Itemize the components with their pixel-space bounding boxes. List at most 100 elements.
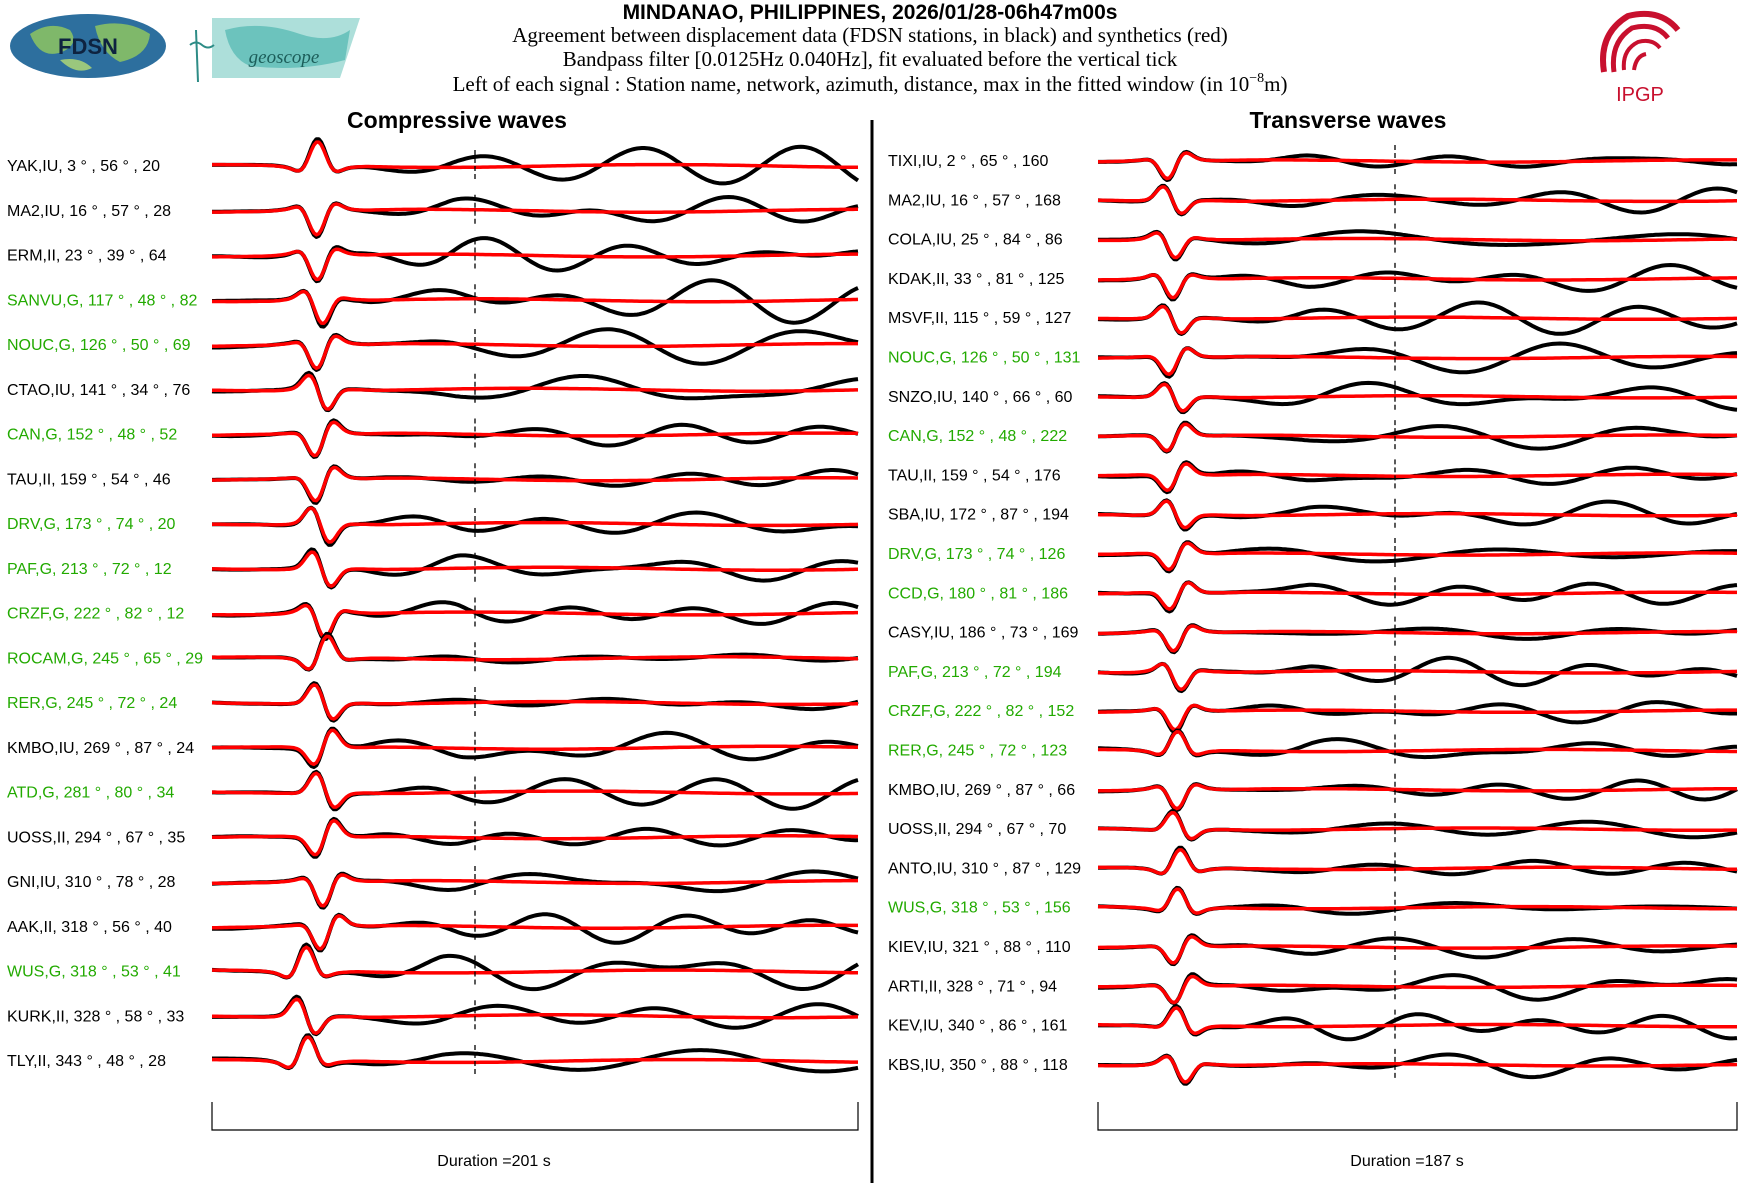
synthetic-trace (1098, 783, 1737, 811)
trace-row-crzf: CRZF,G, 222 ° , 82 ° , 12 (7, 597, 859, 641)
synthetic-trace (1097, 935, 1737, 965)
data-trace (212, 631, 859, 672)
synthetic-trace (1098, 887, 1737, 915)
compressive-duration-label: Duration =201 s (437, 1153, 550, 1170)
fdsn-logo-text: FDSN (58, 34, 118, 59)
synthetic-trace (1098, 346, 1737, 377)
data-trace (212, 236, 859, 284)
trace-row-nouc: NOUC,G, 126 ° , 50 ° , 69 (7, 327, 859, 372)
trace-row-wus: WUS,G, 318 ° , 53 ° , 41 (7, 942, 860, 992)
trace-row-yak: YAK,IU, 3 ° , 56 ° , 20 (7, 137, 860, 186)
station-label: SANVU,G, 117 ° , 48 ° , 82 (7, 292, 197, 309)
trace-row-cola: COLA,IU, 25 ° , 84 ° , 86 (888, 223, 1738, 262)
line3-tail: m) (1264, 72, 1287, 96)
synthetic-trace (1097, 541, 1737, 572)
data-trace (212, 464, 859, 505)
synthetic-trace (1098, 974, 1737, 1005)
station-label: TLY,II, 343 ° , 48 ° , 28 (7, 1053, 166, 1070)
line3-main: Left of each signal : Station name, netw… (453, 72, 1250, 96)
data-trace (1098, 263, 1738, 302)
station-label: MSVF,II, 115 ° , 59 ° , 127 (888, 310, 1071, 327)
synthetic-trace (1097, 703, 1737, 732)
station-label: TIXI,IU, 2 ° , 65 ° , 160 (888, 153, 1049, 170)
data-trace (1097, 809, 1738, 842)
synthetic-trace (1097, 499, 1738, 530)
station-label: ANTO,IU, 310 ° , 87 ° , 129 (888, 860, 1081, 877)
trace-row-can: CAN,G, 152 ° , 48 ° , 222 (888, 420, 1738, 454)
trace-row-tau: TAU,II, 159 ° , 54 ° , 176 (888, 459, 1738, 495)
trace-row-rer: RER,G, 245 ° , 72 ° , 123 (888, 728, 1738, 767)
station-label: UOSS,II, 294 ° , 67 ° , 35 (7, 829, 185, 846)
station-label: CTAO,IU, 141 ° , 34 ° , 76 (7, 382, 190, 399)
duration-bracket (211, 1102, 859, 1131)
synthetic-trace (1097, 382, 1738, 413)
station-label: MA2,IU, 16 ° , 57 ° , 168 (888, 192, 1061, 209)
ipgp-logo: IPGP (1600, 10, 1681, 106)
geoscope-logo: geoscope (189, 18, 360, 83)
station-label: CRZF,G, 222 ° , 82 ° , 152 (888, 703, 1074, 720)
synthetic-trace (1098, 422, 1737, 453)
trace-row-kurk: KURK,II, 328 ° , 58 ° , 33 (7, 994, 859, 1037)
synthetic-trace (1098, 581, 1737, 611)
trace-row-kiev: KIEV,IU, 321 ° , 88 ° , 110 (888, 931, 1738, 967)
transverse-panel: TIXI,IU, 2 ° , 65 ° , 160 MA2,IU, 16 ° , … (888, 145, 1738, 1131)
synthetic-trace (212, 247, 858, 282)
trace-row-snzo: SNZO,IU, 140 ° , 66 ° , 60 (888, 380, 1738, 415)
compressive-panel: YAK,IU, 3 ° , 56 ° , 20 MA2,IU, 16 ° , 57… (7, 137, 860, 1131)
synthetic-trace (212, 420, 859, 458)
station-label: KBS,IU, 350 ° , 88 ° , 118 (888, 1057, 1068, 1074)
station-label: KEV,IU, 340 ° , 86 ° , 161 (888, 1018, 1068, 1035)
station-label: CRZF,G, 222 ° , 82 ° , 12 (7, 606, 184, 623)
station-label: COLA,IU, 25 ° , 84 ° , 86 (888, 232, 1063, 249)
synthetic-trace (212, 683, 858, 721)
station-label: AAK,II, 318 ° , 56 ° , 40 (7, 919, 172, 936)
data-trace (1097, 623, 1738, 655)
synthetic-trace (1098, 730, 1737, 757)
trace-row-kbs: KBS,IU, 350 ° , 88 ° , 118 (888, 1048, 1738, 1086)
trace-row-gni: GNI,IU, 310 ° , 78 ° , 28 (7, 866, 859, 910)
synthetic-trace (212, 506, 859, 544)
duration-bracket (1097, 1102, 1738, 1131)
trace-row-casy: CASY,IU, 186 ° , 73 ° , 169 (888, 616, 1738, 655)
station-label: ROCAM,G, 245 ° , 65 ° , 29 (7, 650, 203, 667)
station-label: NOUC,G, 126 ° , 50 ° , 69 (7, 337, 191, 354)
station-label: PAF,G, 213 ° , 72 ° , 12 (7, 561, 172, 578)
synthetic-trace (212, 289, 859, 326)
trace-row-kmbo: KMBO,IU, 269 ° , 87 ° , 24 (7, 726, 859, 769)
station-label: CASY,IU, 186 ° , 73 ° , 169 (888, 625, 1078, 642)
synthetic-trace (1098, 1006, 1737, 1035)
geoscope-logo-text: geoscope (249, 47, 320, 68)
station-label: PAF,G, 213 ° , 72 ° , 194 (888, 664, 1062, 681)
trace-row-sanvu: SANVU,G, 117 ° , 48 ° , 82 (7, 278, 859, 329)
trace-row-tly: TLY,II, 343 ° , 48 ° , 28 (7, 1033, 859, 1077)
station-label: MA2,IU, 16 ° , 57 ° , 28 (7, 203, 171, 220)
station-label: TAU,II, 159 ° , 54 ° , 46 (7, 471, 171, 488)
figure-subtitle-line3: Left of each signal : Station name, netw… (453, 71, 1288, 96)
station-label: WUS,G, 318 ° , 53 ° , 156 (888, 900, 1071, 917)
synthetic-trace (212, 945, 858, 979)
trace-row-ma2: MA2,IU, 16 ° , 57 ° , 28 (7, 194, 859, 239)
trace-row-uoss: UOSS,II, 294 ° , 67 ° , 35 (7, 816, 859, 859)
figure-title: MINDANAO, PHILIPPINES, 2026/01/28-06h47m… (623, 1, 1118, 24)
synthetic-trace (1098, 185, 1737, 216)
data-trace (211, 869, 859, 910)
station-label: ERM,II, 23 ° , 39 ° , 64 (7, 248, 167, 265)
station-label: KDAK,II, 33 ° , 81 ° , 125 (888, 271, 1065, 288)
transverse-panel-title: Transverse waves (1250, 107, 1447, 133)
station-label: ATD,G, 281 ° , 80 ° , 34 (7, 785, 174, 802)
synthetic-trace (1098, 151, 1737, 181)
station-label: DRV,G, 173 ° , 74 ° , 20 (7, 516, 176, 533)
synthetic-trace (1098, 848, 1737, 876)
trace-row-arti: ARTI,II, 328 ° , 71 ° , 94 (888, 970, 1738, 1006)
compressive-panel-title: Compressive waves (347, 107, 567, 133)
synthetic-trace (1097, 811, 1737, 841)
station-label: SBA,IU, 172 ° , 87 ° , 194 (888, 507, 1069, 524)
trace-row-erm: ERM,II, 23 ° , 39 ° , 64 (7, 236, 859, 284)
data-trace (212, 137, 860, 186)
trace-row-uoss: UOSS,II, 294 ° , 67 ° , 70 (888, 809, 1738, 846)
trace-row-can: CAN,G, 152 ° , 48 ° , 52 (7, 418, 859, 459)
fdsn-logo: FDSN (10, 14, 166, 78)
station-label: KIEV,IU, 321 ° , 88 ° , 110 (888, 939, 1071, 956)
synthetic-trace (211, 997, 858, 1035)
station-label: WUS,G, 318 ° , 53 ° , 41 (7, 964, 181, 981)
